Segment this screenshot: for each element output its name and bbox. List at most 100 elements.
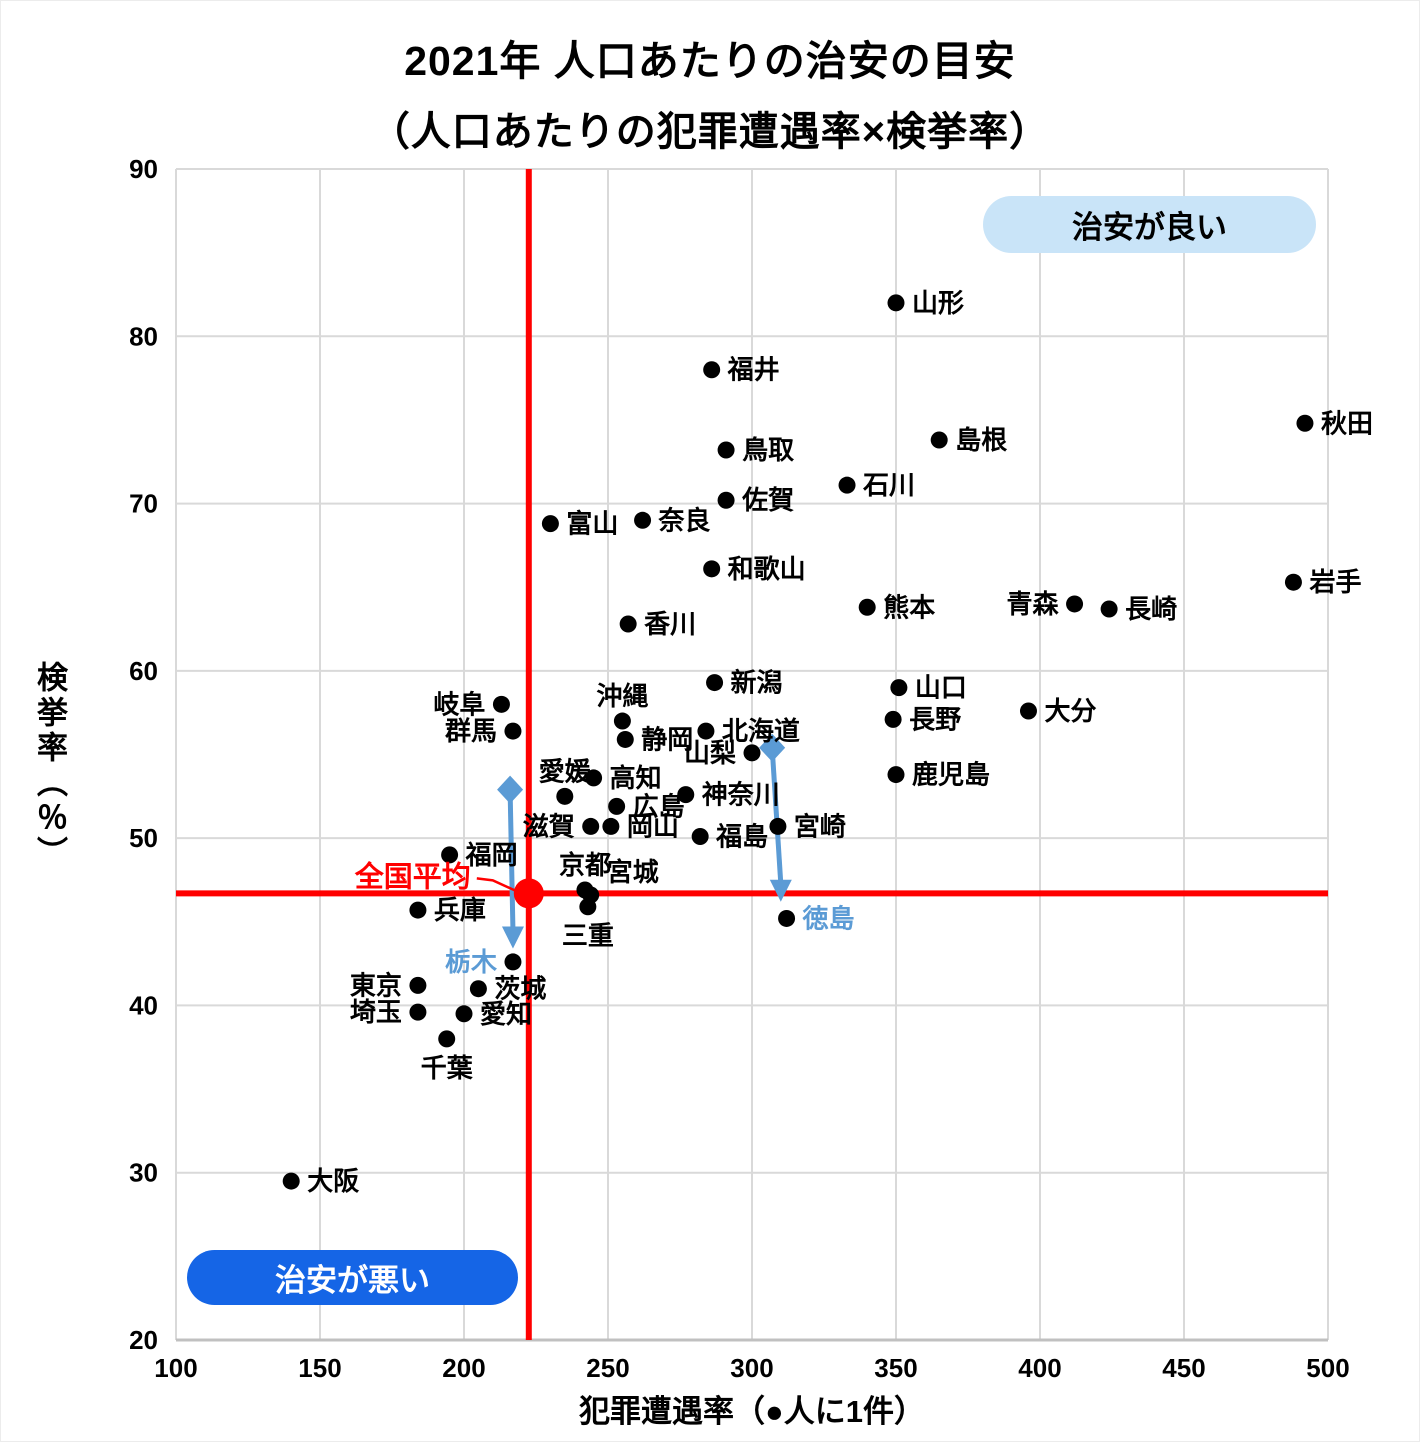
data-point <box>1100 600 1118 618</box>
data-point-label: 岩手 <box>1308 567 1361 597</box>
data-point-label: 滋賀 <box>523 811 575 841</box>
data-point <box>608 797 626 815</box>
data-point <box>887 766 905 784</box>
data-point-label: 静岡 <box>641 724 693 754</box>
data-point <box>634 511 652 529</box>
data-point <box>778 909 796 927</box>
y-tick-label: 50 <box>129 823 158 853</box>
data-point-label: 山口 <box>915 673 967 703</box>
data-point-label: 鹿児島 <box>912 760 990 790</box>
data-point <box>743 744 761 762</box>
data-point <box>1284 573 1302 591</box>
y-axis-title: 検挙率（％） <box>32 661 67 871</box>
data-point <box>677 786 695 804</box>
data-point-label: 山形 <box>912 288 964 318</box>
chart-subtitle: （人口あたりの犯罪遭遇率×検挙率） <box>369 110 1051 154</box>
data-point-label: 奈良 <box>658 505 711 535</box>
data-point <box>409 1003 427 1021</box>
data-point <box>858 598 876 616</box>
data-point-label: 熊本 <box>883 592 935 622</box>
national-average-dot <box>513 878 544 909</box>
arrow-shaft <box>769 747 784 884</box>
data-point-label: 青森 <box>1007 589 1060 619</box>
bad-safety-badge: 治安が悪い <box>187 1250 518 1305</box>
national-average-label: 全国平均 <box>354 859 471 893</box>
bad-safety-badge-label: 治安が悪い <box>275 1263 430 1298</box>
y-tick-label: 40 <box>129 990 158 1020</box>
y-tick-label: 70 <box>129 489 158 519</box>
data-point <box>602 817 620 835</box>
data-point <box>887 294 905 312</box>
x-tick-label: 450 <box>1162 1353 1205 1383</box>
data-point-label: 佐賀 <box>741 485 794 515</box>
data-point-label: 群馬 <box>444 716 497 746</box>
data-point <box>717 441 735 459</box>
data-point-label: 宮城 <box>607 857 659 887</box>
data-point-label: 広島 <box>633 791 685 821</box>
x-tick-label: 400 <box>1018 1353 1061 1383</box>
data-point-label: 長野 <box>909 704 961 734</box>
data-point-label: 千葉 <box>421 1053 474 1083</box>
data-point <box>541 515 559 533</box>
data-point-label: 和歌山 <box>728 554 806 584</box>
x-tick-label: 500 <box>1306 1353 1349 1383</box>
data-point-label: 埼玉 <box>350 997 402 1027</box>
data-point <box>409 976 427 994</box>
data-point <box>579 898 597 916</box>
data-point <box>838 476 856 494</box>
data-point <box>697 722 715 740</box>
data-point <box>1019 702 1037 720</box>
data-point-label: 沖縄 <box>596 681 648 711</box>
data-point-label: 徳島 <box>802 903 855 933</box>
data-point <box>282 1172 300 1190</box>
data-point <box>504 722 522 740</box>
data-point <box>691 827 709 845</box>
data-point <box>582 817 600 835</box>
x-tick-label: 250 <box>586 1353 629 1383</box>
data-point <box>1066 595 1084 613</box>
data-point-label: 大阪 <box>307 1166 359 1196</box>
data-point-label: 長崎 <box>1125 594 1177 624</box>
data-point-label: 岐阜 <box>433 689 485 719</box>
data-point-label: 三重 <box>562 921 614 951</box>
data-point-label: 福井 <box>727 355 780 385</box>
data-point-label: 鳥取 <box>742 435 794 465</box>
data-point <box>613 712 631 730</box>
y-tick-label: 90 <box>129 154 158 184</box>
y-tick-label: 30 <box>129 1158 158 1188</box>
data-point-label: 京都 <box>559 850 611 880</box>
data-point-label: 石川 <box>862 470 915 500</box>
data-point <box>930 431 948 449</box>
data-point-label: 北海道 <box>722 716 800 746</box>
data-point <box>616 730 634 748</box>
data-point-label: 大分 <box>1044 696 1096 726</box>
good-safety-badge: 治安が良い <box>983 196 1316 253</box>
data-point <box>438 1030 456 1048</box>
data-point-label: 福島 <box>715 821 768 851</box>
data-point <box>703 361 721 379</box>
data-point-label: 宮崎 <box>794 811 846 841</box>
y-tick-label: 20 <box>129 1325 158 1355</box>
data-point-label: 岡山 <box>627 811 679 841</box>
x-tick-label: 350 <box>874 1353 917 1383</box>
data-point <box>469 980 487 998</box>
x-tick-label: 300 <box>730 1353 773 1383</box>
data-point <box>706 674 724 692</box>
data-point-label: 愛知 <box>480 999 532 1029</box>
data-point-label: 愛媛 <box>539 756 592 786</box>
x-tick-label: 150 <box>298 1353 341 1383</box>
arrow-head <box>769 879 792 902</box>
data-point <box>884 710 902 728</box>
data-point-label: 兵庫 <box>434 895 486 925</box>
chart-title: 2021年 人口あたりの治安の目安 <box>404 38 1016 84</box>
data-point <box>769 817 787 835</box>
data-point-label: 秋田 <box>1321 408 1373 438</box>
data-point <box>409 901 427 919</box>
data-point-label: 栃木 <box>445 947 497 977</box>
data-point <box>556 787 574 805</box>
x-tick-label: 200 <box>442 1353 485 1383</box>
data-point <box>585 769 603 787</box>
arrow-head <box>501 926 524 949</box>
data-point <box>441 846 459 864</box>
